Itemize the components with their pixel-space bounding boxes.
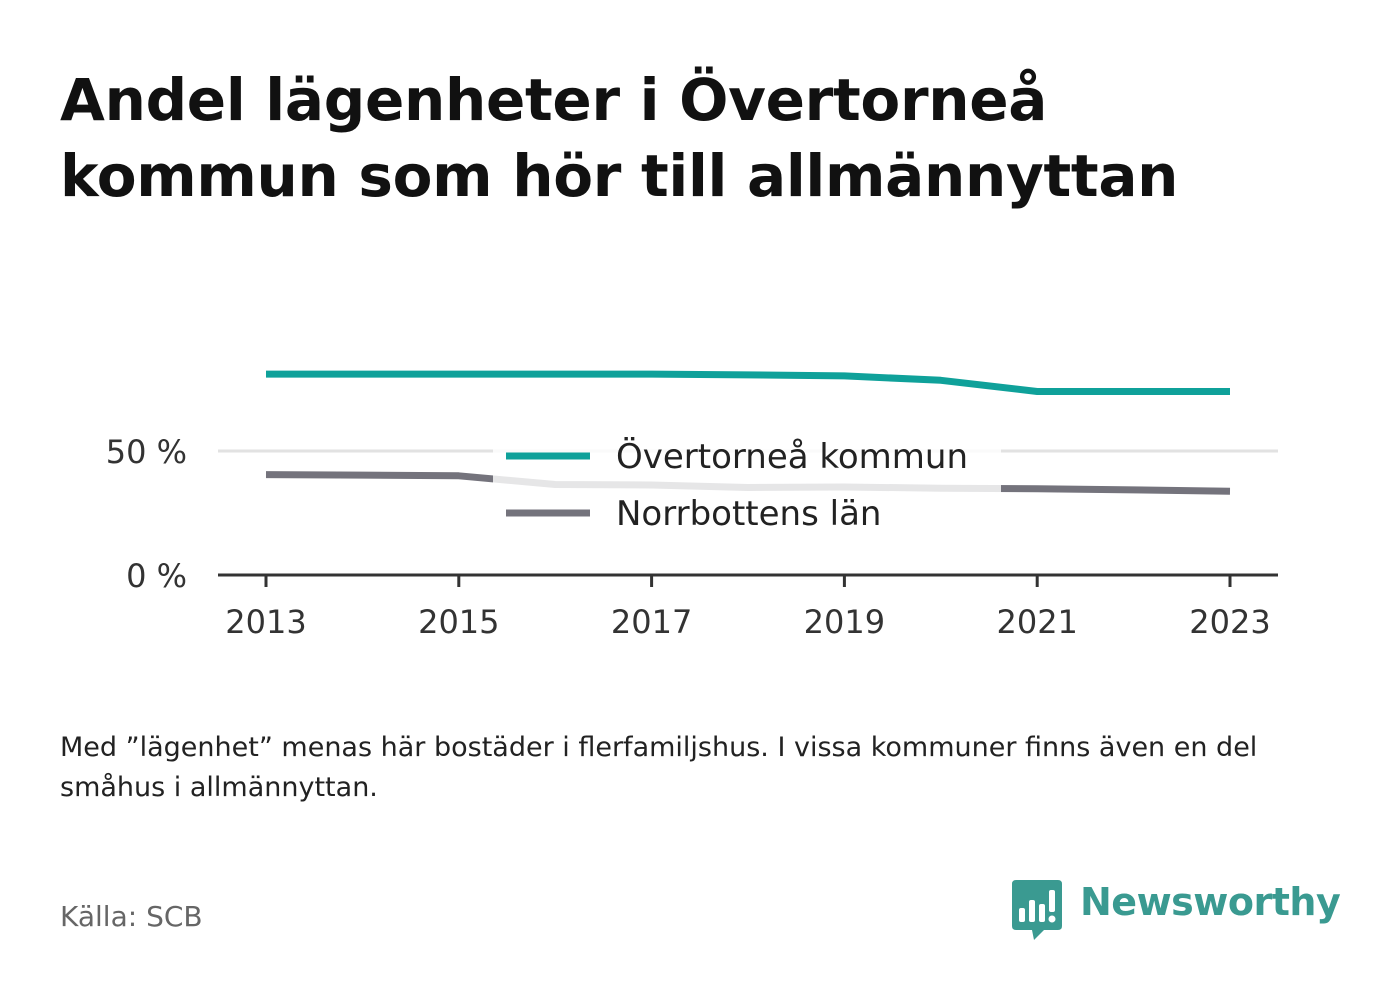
x-tick-label: 2021 xyxy=(996,603,1077,641)
brand-name: Newsworthy xyxy=(1080,880,1341,924)
line-chart: Övertorneå kommun Norrbottens län 0 % 50 %… xyxy=(106,370,1278,641)
bar-chart-speech-bubble-icon xyxy=(1012,880,1062,940)
x-tick-label: 2017 xyxy=(611,603,692,641)
legend-label: Norrbottens län xyxy=(616,494,881,534)
x-tick-label: 2019 xyxy=(804,603,885,641)
x-tick-label: 2013 xyxy=(225,603,306,641)
legend: Övertorneå kommun Norrbottens län xyxy=(493,422,1001,540)
legend-label: Övertorneå kommun xyxy=(616,436,968,477)
footnote: Med ”lägenhet” menas här bostäder i fler… xyxy=(60,732,1258,803)
x-tick-label: 2023 xyxy=(1189,603,1270,641)
legend-background xyxy=(493,422,1001,540)
newsworthy-logo: Newsworthy xyxy=(1010,878,1341,942)
x-tick-label: 2015 xyxy=(418,603,499,641)
chart-title: Andel lägenheter i Övertorneå kommun som… xyxy=(60,66,1179,210)
axes: 0 % 50 % 2013 2015 2017 2019 2021 2023 xyxy=(106,433,1278,641)
source-label: Källa: SCB xyxy=(60,900,203,933)
y-tick-label: 50 % xyxy=(106,433,187,471)
y-tick-label: 0 % xyxy=(126,557,187,595)
series-line-overtornea xyxy=(266,370,1230,395)
